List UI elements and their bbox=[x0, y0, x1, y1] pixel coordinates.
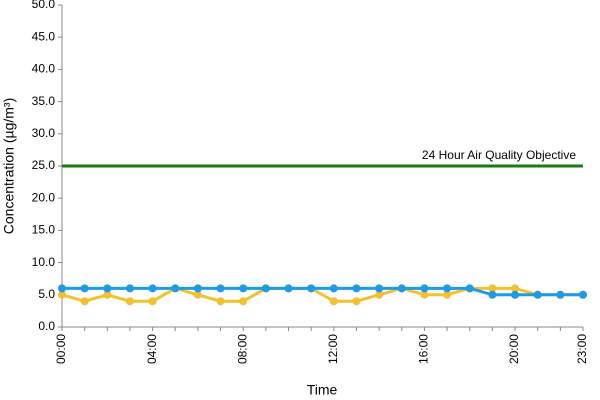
x-tick-label: 16:00 bbox=[417, 334, 431, 364]
y-axis-title: Concentration (µg/m³) bbox=[1, 98, 17, 234]
series-point bbox=[216, 284, 225, 293]
x-tick-label: 04:00 bbox=[145, 334, 159, 364]
series-point bbox=[80, 297, 89, 306]
series-point bbox=[307, 284, 316, 293]
series-point bbox=[579, 290, 587, 299]
series-point bbox=[125, 297, 134, 306]
y-tick-label: 15.0 bbox=[32, 223, 56, 237]
y-tick-label: 30.0 bbox=[32, 126, 56, 140]
series-point bbox=[103, 290, 112, 299]
series-point bbox=[80, 284, 89, 293]
x-tick-label: 08:00 bbox=[235, 334, 249, 364]
y-tick-label: 40.0 bbox=[32, 62, 56, 76]
series-point bbox=[329, 297, 338, 306]
series-point bbox=[375, 290, 384, 299]
series-point bbox=[352, 284, 361, 293]
series-point bbox=[329, 284, 338, 293]
series-point bbox=[511, 284, 520, 293]
series-point bbox=[125, 284, 134, 293]
series-point bbox=[511, 290, 520, 299]
series-point bbox=[443, 284, 452, 293]
series-point bbox=[58, 290, 66, 299]
series-point bbox=[488, 284, 497, 293]
series-point bbox=[216, 297, 225, 306]
series-point bbox=[443, 290, 452, 299]
y-tick-label: 20.0 bbox=[32, 190, 56, 204]
y-tick-label: 5.0 bbox=[38, 287, 55, 301]
series-point bbox=[193, 290, 202, 299]
series-point bbox=[148, 284, 157, 293]
series-point bbox=[239, 284, 248, 293]
series-point bbox=[261, 284, 270, 293]
series-point bbox=[284, 284, 293, 293]
series-point bbox=[58, 284, 66, 293]
series-point bbox=[533, 290, 542, 299]
series-point bbox=[171, 284, 180, 293]
series-point bbox=[465, 284, 474, 293]
x-tick-label: 00:00 bbox=[54, 334, 68, 364]
series-point bbox=[420, 290, 429, 299]
series-point bbox=[420, 284, 429, 293]
y-tick-label: 0.0 bbox=[38, 319, 55, 333]
x-tick-label: 12:00 bbox=[326, 334, 340, 364]
y-tick-label: 10.0 bbox=[32, 255, 56, 269]
series-point bbox=[239, 297, 248, 306]
series-point bbox=[556, 290, 565, 299]
y-tick-label: 45.0 bbox=[32, 29, 56, 43]
y-tick-label: 50.0 bbox=[32, 0, 56, 11]
series-point bbox=[103, 284, 112, 293]
series-point bbox=[352, 297, 361, 306]
series-point bbox=[397, 284, 406, 293]
series-point bbox=[375, 284, 384, 293]
x-tick-label: 20:00 bbox=[507, 334, 521, 364]
objective-label: 24 Hour Air Quality Objective bbox=[422, 148, 576, 162]
x-tick-label: 23:00 bbox=[575, 334, 589, 364]
y-tick-label: 25.0 bbox=[32, 158, 56, 172]
series-point bbox=[148, 297, 157, 306]
series-point bbox=[488, 290, 497, 299]
y-tick-label: 35.0 bbox=[32, 94, 56, 108]
x-axis-title: Time bbox=[307, 382, 338, 398]
series-point bbox=[193, 284, 202, 293]
